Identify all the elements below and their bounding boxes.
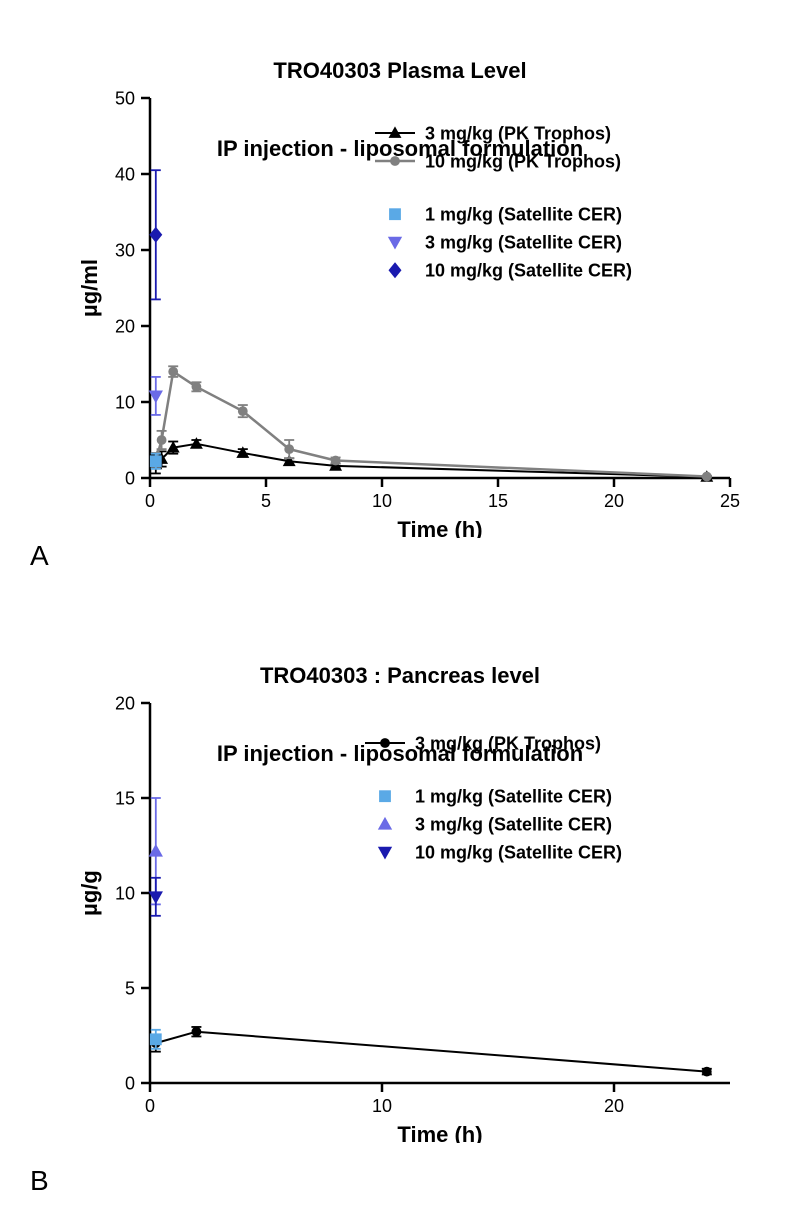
svg-text:50: 50 xyxy=(115,88,135,108)
svg-text:3 mg/kg (Satellite CER): 3 mg/kg (Satellite CER) xyxy=(415,815,612,835)
svg-text:1 mg/kg (Satellite CER): 1 mg/kg (Satellite CER) xyxy=(425,205,622,225)
svg-text:10 mg/kg (Satellite CER): 10 mg/kg (Satellite CER) xyxy=(425,261,632,281)
svg-text:Time (h): Time (h) xyxy=(397,517,482,538)
svg-text:10: 10 xyxy=(115,392,135,412)
panel-a-chart: 0 5 10 15 20 25 0 10 20 30 40 50 Time (h) µg/ml 3 mg/k… xyxy=(30,18,770,538)
svg-text:3 mg/kg (PK Trophos): 3 mg/kg (PK Trophos) xyxy=(425,123,611,143)
svg-text:10: 10 xyxy=(115,883,135,903)
svg-text:20: 20 xyxy=(115,316,135,336)
svg-text:µg/ml: µg/ml xyxy=(77,259,102,317)
panel-a-letter: A xyxy=(30,540,49,572)
svg-text:15: 15 xyxy=(488,491,508,511)
figure-page: TRO40303 Plasma Level IP injection - lip… xyxy=(0,0,800,1210)
svg-text:3 mg/kg (Satellite CER): 3 mg/kg (Satellite CER) xyxy=(425,233,622,253)
svg-text:10 mg/kg (Satellite CER): 10 mg/kg (Satellite CER) xyxy=(415,843,622,863)
svg-text:1 mg/kg (Satellite CER): 1 mg/kg (Satellite CER) xyxy=(415,787,612,807)
svg-text:5: 5 xyxy=(261,491,271,511)
svg-text:15: 15 xyxy=(115,788,135,808)
svg-text:10: 10 xyxy=(372,491,392,511)
svg-text:0: 0 xyxy=(125,468,135,488)
panel-a: TRO40303 Plasma Level IP injection - lip… xyxy=(30,0,770,570)
svg-text:20: 20 xyxy=(604,491,624,511)
svg-text:20: 20 xyxy=(115,693,135,713)
svg-text:3 mg/kg (PK Trophos): 3 mg/kg (PK Trophos) xyxy=(415,733,601,753)
svg-text:0: 0 xyxy=(145,1096,155,1116)
svg-text:30: 30 xyxy=(115,240,135,260)
svg-text:40: 40 xyxy=(115,164,135,184)
svg-text:5: 5 xyxy=(125,978,135,998)
svg-text:10 mg/kg (PK Trophos): 10 mg/kg (PK Trophos) xyxy=(425,151,621,171)
panel-b-letter: B xyxy=(30,1165,49,1197)
svg-text:0: 0 xyxy=(125,1073,135,1093)
svg-text:10: 10 xyxy=(372,1096,392,1116)
svg-text:µg/g: µg/g xyxy=(77,870,102,916)
panel-b-chart: 0 10 20 0 5 10 15 20 Time (h) µg/g 3 mg/kg (PK Tro… xyxy=(30,623,770,1143)
svg-text:0: 0 xyxy=(145,491,155,511)
svg-text:25: 25 xyxy=(720,491,740,511)
svg-text:20: 20 xyxy=(604,1096,624,1116)
panel-b: TRO40303 : Pancreas level IP injection -… xyxy=(30,605,770,1195)
svg-text:Time (h): Time (h) xyxy=(397,1122,482,1143)
